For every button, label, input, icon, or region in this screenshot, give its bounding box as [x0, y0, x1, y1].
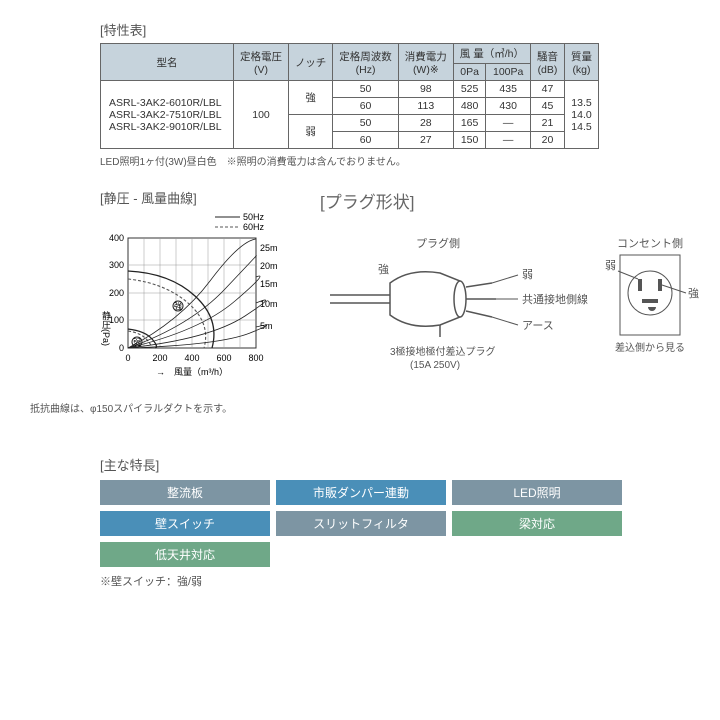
svg-text:60Hz: 60Hz — [243, 222, 265, 232]
features-title: [主な特長] — [100, 455, 700, 474]
feature-badge: スリットフィルタ — [276, 511, 446, 536]
cell: 525 — [453, 81, 486, 98]
cell: — — [486, 115, 531, 132]
cell: 50 — [333, 115, 399, 132]
feature-badge: LED照明 — [452, 480, 622, 505]
cell: 98 — [398, 81, 453, 98]
svg-text:プラグ側: プラグ側 — [416, 236, 460, 250]
cell: 113 — [398, 98, 453, 115]
svg-text:0: 0 — [125, 353, 130, 363]
features-note: ※壁スイッチ：強/弱 — [100, 573, 700, 589]
cell: 60 — [333, 132, 399, 149]
cell: — — [486, 132, 531, 149]
cell: 47 — [530, 81, 564, 98]
svg-text:アース: アース — [522, 320, 554, 332]
th-freq: 定格周波数(Hz) — [333, 44, 399, 81]
th-noise: 騒音(dB) — [530, 44, 564, 81]
cell: 50 — [333, 81, 399, 98]
svg-text:静圧(Pa): 静圧(Pa) — [101, 310, 111, 346]
feature-badge: 梁対応 — [452, 511, 622, 536]
svg-text:5m: 5m — [260, 321, 273, 331]
svg-text:強: 強 — [378, 263, 389, 276]
svg-text:(15A 250V): (15A 250V) — [410, 360, 460, 371]
svg-text:強: 強 — [174, 301, 182, 311]
svg-text:強: 強 — [688, 287, 699, 300]
cell: 45 — [530, 98, 564, 115]
cell-models: ASRL-3AK2-6010R/LBL ASRL-3AK2-7510R/LBL … — [101, 81, 234, 149]
plug-diagram: プラグ側 強 弱 共通接地側線 アース 3極接地極付差込プ — [320, 233, 700, 383]
svg-text:50Hz: 50Hz — [243, 212, 265, 222]
th-airflow-0: 0Pa — [453, 64, 486, 81]
cell: 165 — [453, 115, 486, 132]
feature-badge: 整流板 — [100, 480, 270, 505]
svg-text:400: 400 — [184, 353, 199, 363]
svg-text:25m: 25m — [260, 243, 278, 253]
th-airflow-100: 100Pa — [486, 64, 531, 81]
svg-text:100: 100 — [109, 315, 124, 325]
cell: 435 — [486, 81, 531, 98]
cell: 27 — [398, 132, 453, 149]
cell-voltage: 100 — [234, 81, 289, 149]
svg-text:弱: 弱 — [522, 268, 533, 281]
features-grid: 整流板市販ダンパー連動LED照明壁スイッチスリットフィルタ梁対応低天井対応 — [100, 480, 640, 567]
cell: 430 — [486, 98, 531, 115]
svg-text:15m: 15m — [260, 279, 278, 289]
spec-table-note: LED照明1ヶ付(3W)昼白色 ※照明の消費電力は含んでおりません。 — [100, 153, 700, 168]
plug-title: [プラグ形状] — [320, 188, 700, 213]
svg-text:弱: 弱 — [133, 338, 141, 347]
svg-text:200: 200 — [152, 353, 167, 363]
svg-text:→ 風量（m³/h）: → 風量（m³/h） — [156, 367, 228, 377]
chart-title: [静圧 - 風量曲線] — [100, 188, 300, 207]
th-notch: ノッチ — [289, 44, 333, 81]
cell: 150 — [453, 132, 486, 149]
feature-badge: 市販ダンパー連動 — [276, 480, 446, 505]
svg-text:200: 200 — [109, 288, 124, 298]
th-model: 型名 — [101, 44, 234, 81]
cell-mass: 13.5 14.0 14.5 — [564, 81, 598, 149]
th-airflow: 風 量（㎥/h） — [453, 44, 530, 64]
cell: 60 — [333, 98, 399, 115]
chart-note: 抵抗曲線は、φ150スパイラルダクトを示す。 — [30, 400, 700, 415]
th-voltage: 定格電圧(V) — [234, 44, 289, 81]
feature-badge: 壁スイッチ — [100, 511, 270, 536]
th-mass: 質量(kg) — [564, 44, 598, 81]
cell: 20 — [530, 132, 564, 149]
svg-text:弱: 弱 — [605, 259, 616, 272]
svg-text:3極接地極付差込プラグ: 3極接地極付差込プラグ — [390, 345, 496, 358]
svg-text:0: 0 — [119, 343, 124, 353]
pressure-flow-chart: 50Hz 60Hz 0 100 200 300 400 静圧(Pa) 0 200… — [100, 211, 300, 391]
svg-text:600: 600 — [216, 353, 231, 363]
cell-notch-lo: 弱 — [289, 115, 333, 149]
svg-text:共通接地側線: 共通接地側線 — [522, 292, 588, 306]
cell: 28 — [398, 115, 453, 132]
svg-text:20m: 20m — [260, 261, 278, 271]
th-power: 消費電力(W)※ — [398, 44, 453, 81]
plug-block: [プラグ形状] プラグ側 強 弱 共通接地側線 — [320, 188, 700, 386]
svg-text:400: 400 — [109, 233, 124, 243]
spec-table-title: [特性表] — [100, 20, 700, 39]
feature-badge: 低天井対応 — [100, 542, 270, 567]
cell: 480 — [453, 98, 486, 115]
chart-block: [静圧 - 風量曲線] 50Hz 60Hz 0 100 200 300 400 … — [100, 188, 300, 394]
cell: 21 — [530, 115, 564, 132]
svg-text:差込側から見る: 差込側から見る — [615, 341, 685, 354]
svg-text:10m: 10m — [260, 299, 278, 309]
svg-text:コンセント側: コンセント側 — [617, 237, 683, 250]
cell-notch-hi: 強 — [289, 81, 333, 115]
spec-table: 型名 定格電圧(V) ノッチ 定格周波数(Hz) 消費電力(W)※ 風 量（㎥/… — [100, 43, 599, 149]
svg-text:800: 800 — [248, 353, 263, 363]
svg-text:300: 300 — [109, 260, 124, 270]
